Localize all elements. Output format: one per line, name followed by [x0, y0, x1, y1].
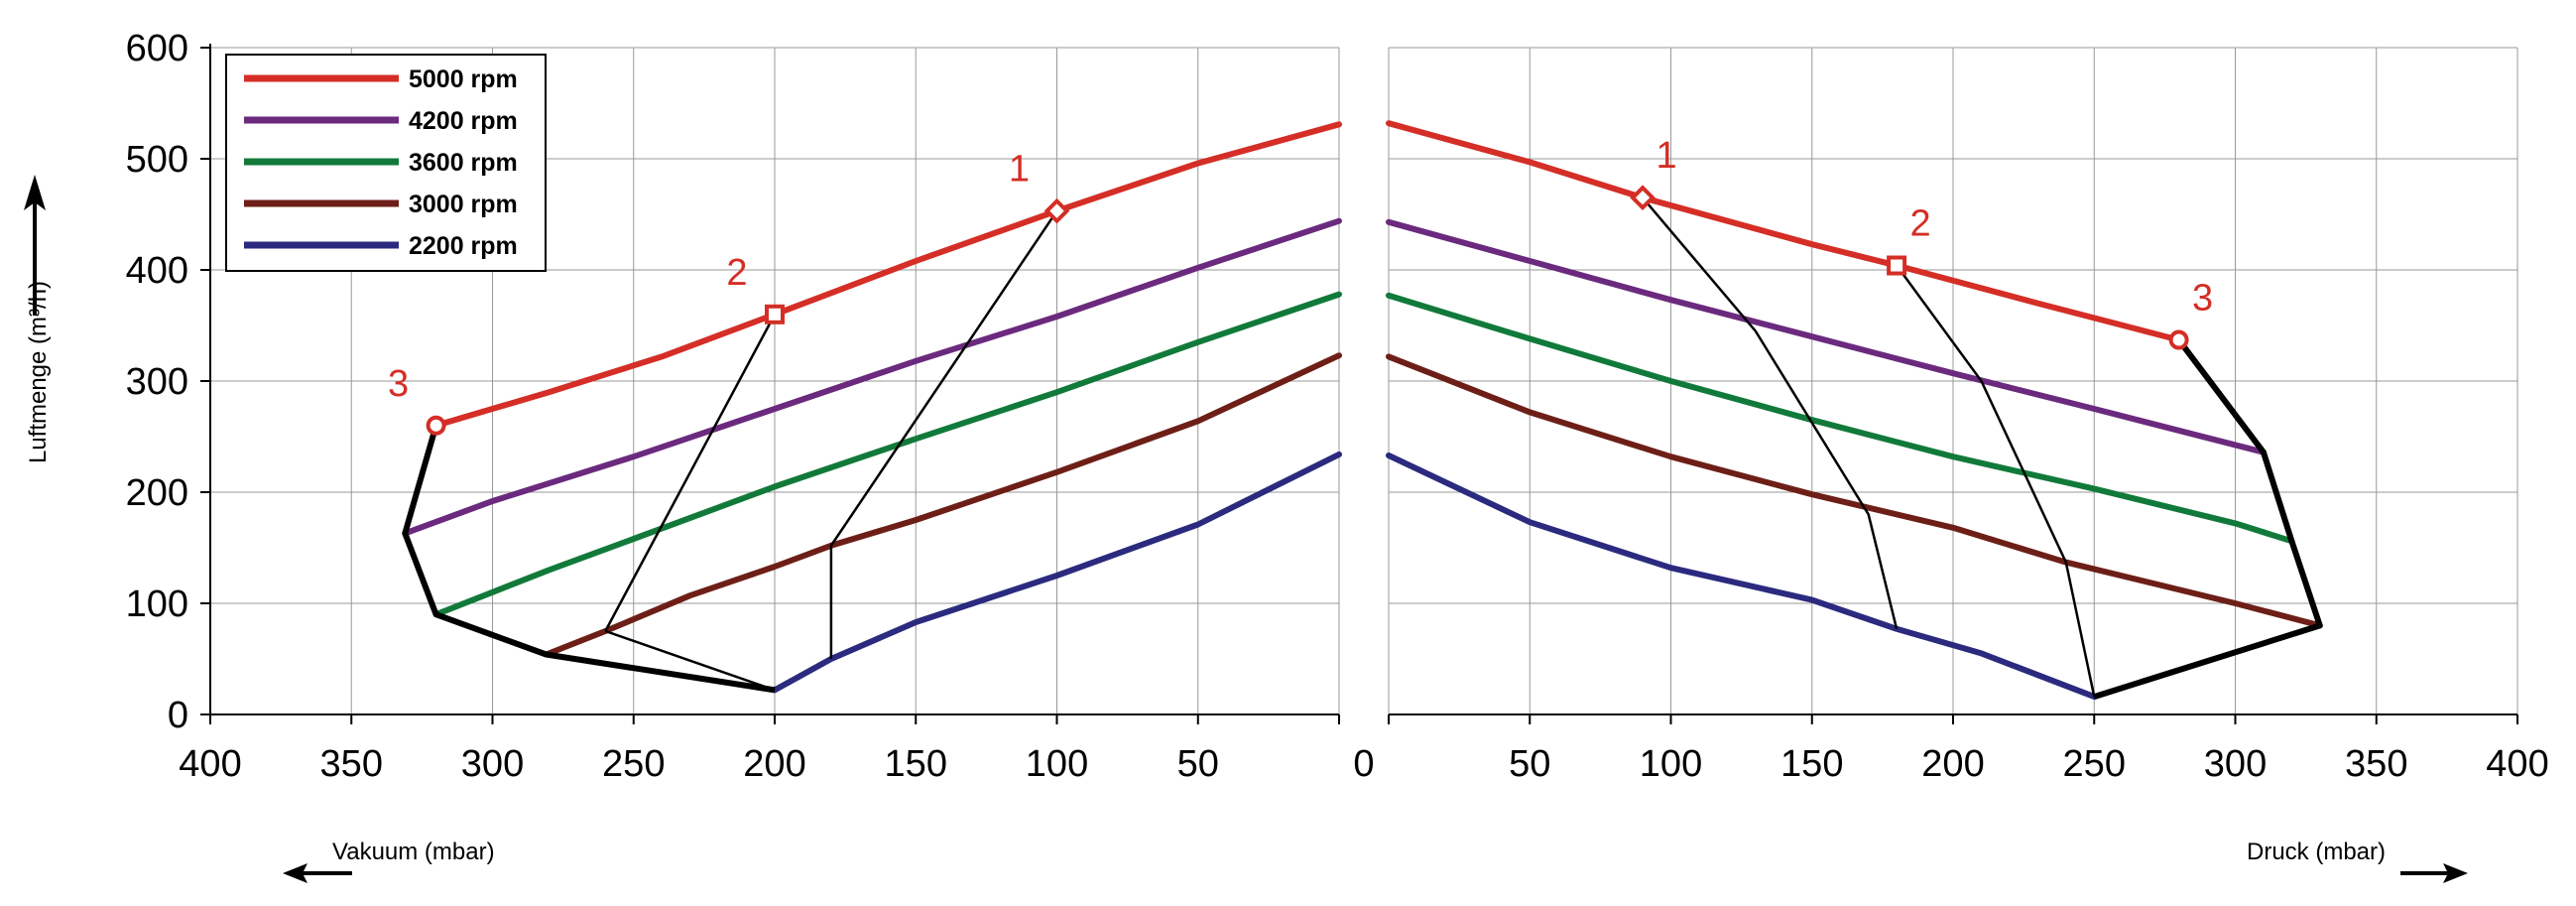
arrows [24, 175, 2468, 883]
y-tick-label: 400 [126, 250, 188, 292]
left-point-1-label: 1 [1009, 149, 1030, 191]
left-point-1-marker [1043, 197, 1070, 224]
axes [200, 44, 2518, 724]
left-x-tick-label: 150 [885, 743, 947, 785]
right-series-2200-rpm [1386, 453, 2098, 701]
left-operating-line-0 [604, 314, 777, 632]
left-series-5000-rpm [432, 121, 1342, 429]
right-x-tick-label: 100 [1640, 743, 1702, 785]
right-point-1-label: 1 [1656, 135, 1676, 177]
x-axis-label-vakuum: Vakuum (mbar) [332, 839, 495, 865]
legend-label-2200-rpm: 2200 rpm [409, 232, 518, 260]
left-point-3-label: 3 [388, 363, 409, 405]
left-x-tick-label: 400 [179, 743, 241, 785]
left-x-tick-label: 50 [1177, 743, 1219, 785]
right-series-3000-rpm [1386, 353, 2323, 629]
right-operating-line-1 [1896, 264, 2096, 698]
left-series-4200-rpm [402, 217, 1342, 537]
y-axis-label: Luftmenge (m³/h) [25, 281, 52, 463]
left-x-tick-label: 250 [602, 743, 665, 785]
right-x-tick-label: 350 [2345, 743, 2407, 785]
left-series-3600-rpm [432, 291, 1342, 618]
left-operating-line-1 [604, 629, 776, 692]
left-x-tick-label: 350 [320, 743, 383, 785]
left-x-tick-label: 300 [461, 743, 524, 785]
legend-label-3600-rpm: 3600 rpm [409, 149, 518, 177]
right-point-3-label: 3 [2192, 278, 2213, 320]
left-point-3-marker [426, 415, 446, 436]
y-arrowhead-icon [24, 175, 46, 210]
left-x-tick-label: 200 [743, 743, 805, 785]
legend-label-5000-rpm: 5000 rpm [409, 65, 518, 93]
x-axis-label-druck: Druck (mbar) [2247, 839, 2386, 865]
right-point-2-label: 2 [1910, 203, 1931, 245]
operating-lines [604, 196, 2096, 698]
left-point-2-marker [765, 304, 785, 324]
right-series-4200-rpm [1386, 218, 2267, 455]
right-point-3-marker [2168, 329, 2189, 350]
left-operating-line-2 [829, 209, 1058, 659]
tick-labels: 400 350 300 250 200 150 100 50 00100200300400500… [126, 28, 2549, 785]
right-x-tick-label: 400 [2486, 743, 2548, 785]
left-x-tick-label: 0 [1353, 743, 1374, 785]
y-tick-label: 0 [168, 695, 188, 736]
right-operating-line-0 [1642, 196, 1899, 630]
right-point-2-marker [1887, 255, 1907, 276]
right-x-tick-label: 50 [1509, 743, 1550, 785]
y-tick-label: 300 [126, 361, 188, 403]
right-x-tick-label: 200 [1921, 743, 1984, 785]
right-x-tick-label: 150 [1780, 743, 1843, 785]
right-x-tick-label: 300 [2204, 743, 2267, 785]
envelopes [402, 337, 2323, 700]
y-tick-label: 500 [126, 139, 188, 181]
vakuum-arrowhead-icon [283, 863, 307, 883]
left-point-2-label: 2 [726, 252, 747, 294]
legend-label-3000-rpm: 3000 rpm [409, 191, 518, 218]
druck-arrowhead-icon [2443, 863, 2468, 883]
left-series-2200-rpm [772, 451, 1342, 694]
grid [209, 47, 2518, 715]
axis-titles: Luftmenge (m³/h) Vakuum (mbar) Druck (mb… [25, 281, 2386, 865]
right-envelope [2093, 337, 2323, 700]
y-tick-label: 600 [126, 28, 188, 69]
operating-points: 1 2 3 1 2 3 [388, 135, 2213, 436]
right-series-3600-rpm [1386, 292, 2295, 545]
left-envelope [402, 424, 776, 694]
legend-label-4200-rpm: 4200 rpm [409, 107, 518, 135]
right-x-tick-label: 250 [2063, 743, 2126, 785]
left-series-3000-rpm [543, 352, 1342, 658]
y-tick-label: 100 [126, 583, 188, 625]
right-series-5000-rpm [1386, 120, 2182, 343]
series [402, 120, 2323, 701]
left-x-tick-label: 100 [1026, 743, 1088, 785]
y-tick-label: 200 [126, 472, 188, 514]
right-point-1-marker [1630, 185, 1656, 211]
legend: 5000 rpm 4200 rpm 3600 rpm 3000 rpm 2200 rpm [225, 54, 547, 272]
